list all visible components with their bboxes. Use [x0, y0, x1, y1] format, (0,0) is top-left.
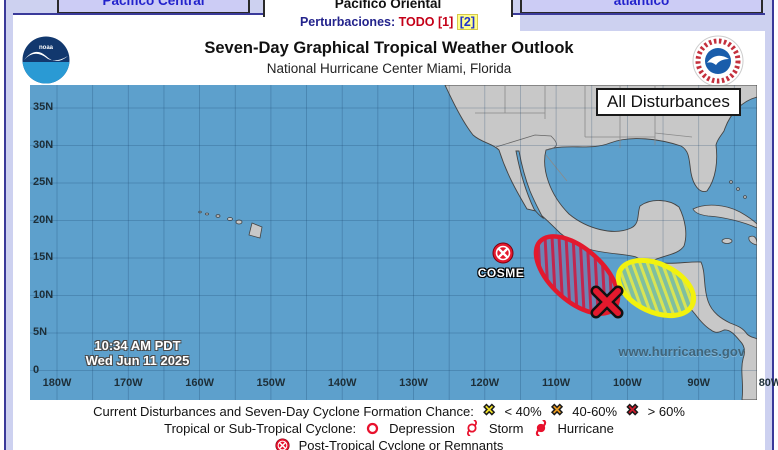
- low-chance-x-icon: ✖: [482, 402, 496, 419]
- low-chance-label: < 40%: [504, 403, 542, 419]
- filter-todo-link[interactable]: TODO [1]: [398, 15, 454, 29]
- map-legend: Current Disturbances and Seven-Day Cyclo…: [13, 403, 765, 450]
- post-tropical-marker-cosme[interactable]: [492, 242, 514, 264]
- page-subtitle: National Hurricane Center Miami, Florida: [266, 61, 512, 76]
- nws-logo: [692, 35, 744, 87]
- high-chance-x-icon: ✖: [626, 402, 639, 419]
- lon-tick-label: 110W: [542, 377, 571, 389]
- lon-tick-label: 180W: [42, 377, 72, 389]
- hurricanes-gov-watermark: www.hurricanes.gov: [618, 344, 745, 359]
- timestamp-time: 10:34 AM PDT: [94, 338, 181, 353]
- lat-tick-label: 20N: [33, 213, 54, 226]
- legend-line1-label: Current Disturbances and Seven-Day Cyclo…: [93, 403, 474, 419]
- depression-label: Depression: [389, 420, 455, 436]
- map-canvas: [30, 85, 757, 400]
- depression-icon: [366, 422, 379, 434]
- page-title: Seven-Day Graphical Tropical Weather Out…: [204, 39, 574, 57]
- lon-tick-label: 160W: [185, 377, 214, 389]
- legend-post-tropical-row: Post-Tropical Cyclone or Remnants: [13, 437, 765, 450]
- legend-line2-label: Tropical or Sub-Tropical Cyclone:: [164, 420, 357, 436]
- lat-tick-label: 0: [33, 363, 40, 376]
- medium-chance-label: 40-60%: [572, 403, 618, 419]
- lat-tick-label: 10N: [33, 288, 54, 301]
- lat-tick-label: 5N: [33, 326, 48, 338]
- tab-label: Pacífico Oriental: [334, 0, 442, 11]
- header-right-fill: [520, 15, 765, 31]
- outlook-map[interactable]: 35N 30N 25N 20N 15N 10N 5N 0 180W 170W 160W 150W 14…: [30, 85, 778, 400]
- tab-pacifico-oriental[interactable]: Pacífico Oriental: [263, 0, 513, 17]
- medium-chance-x-icon: ✖: [550, 402, 564, 419]
- high-chance-x-marker[interactable]: [590, 285, 624, 319]
- lat-tick-label: 15N: [33, 251, 54, 263]
- svg-text:noaa: noaa: [39, 45, 54, 51]
- lon-tick-label: 140W: [327, 377, 357, 389]
- storm-name-label: COSME: [477, 266, 525, 280]
- lat-tick-label: 35N: [33, 101, 54, 113]
- tab-pacifico-central[interactable]: Pacífico Central: [57, 0, 250, 14]
- legend-formation-chance-row: Current Disturbances and Seven-Day Cyclo…: [13, 403, 765, 419]
- lon-tick-label: 130W: [399, 377, 428, 389]
- low-chance-area[interactable]: [610, 249, 703, 326]
- disturbance-filter-row: Perturbaciones: TODO [1] [2]: [0, 14, 778, 30]
- lat-tick-label: 25N: [33, 176, 54, 188]
- lat-tick-label: 30N: [33, 138, 54, 151]
- lon-tick-label: 100W: [613, 377, 642, 389]
- lon-tick-label: 90W: [687, 377, 710, 389]
- tab-atlantico[interactable]: atlántico: [520, 0, 763, 14]
- storm-label: Storm: [488, 420, 524, 436]
- legend-cyclone-type-row: Tropical or Sub-Tropical Cyclone: Depres…: [13, 420, 765, 436]
- map-islands: [198, 180, 757, 246]
- hurricane-icon: [535, 420, 546, 436]
- noaa-logo: noaa: [22, 36, 70, 84]
- high-chance-label: > 60%: [647, 403, 685, 419]
- graticule: [30, 85, 757, 400]
- hurricane-label: Hurricane: [557, 420, 614, 436]
- map-water-bodies: [515, 96, 757, 340]
- tab-label: atlántico: [613, 0, 670, 8]
- lon-tick-label: 150W: [256, 377, 286, 389]
- legend-line3-label: Post-Tropical Cyclone or Remnants: [298, 437, 504, 450]
- tab-label: Pacífico Central: [102, 0, 205, 8]
- filter-label: Perturbaciones:: [299, 15, 396, 29]
- post-tropical-icon: [275, 437, 290, 450]
- filter-link-2[interactable]: [2]: [456, 14, 479, 30]
- lon-tick-label: 80W: [758, 377, 778, 389]
- timestamp-date: Wed Jun 11 2025: [85, 353, 190, 368]
- all-disturbances-button[interactable]: All Disturbances: [596, 88, 741, 116]
- lon-tick-label: 120W: [470, 377, 500, 389]
- map-timestamp: 10:34 AM PDT Wed Jun 11 2025: [50, 338, 225, 368]
- lon-tick-label: 170W: [113, 377, 143, 389]
- tropical-storm-icon: [466, 420, 477, 436]
